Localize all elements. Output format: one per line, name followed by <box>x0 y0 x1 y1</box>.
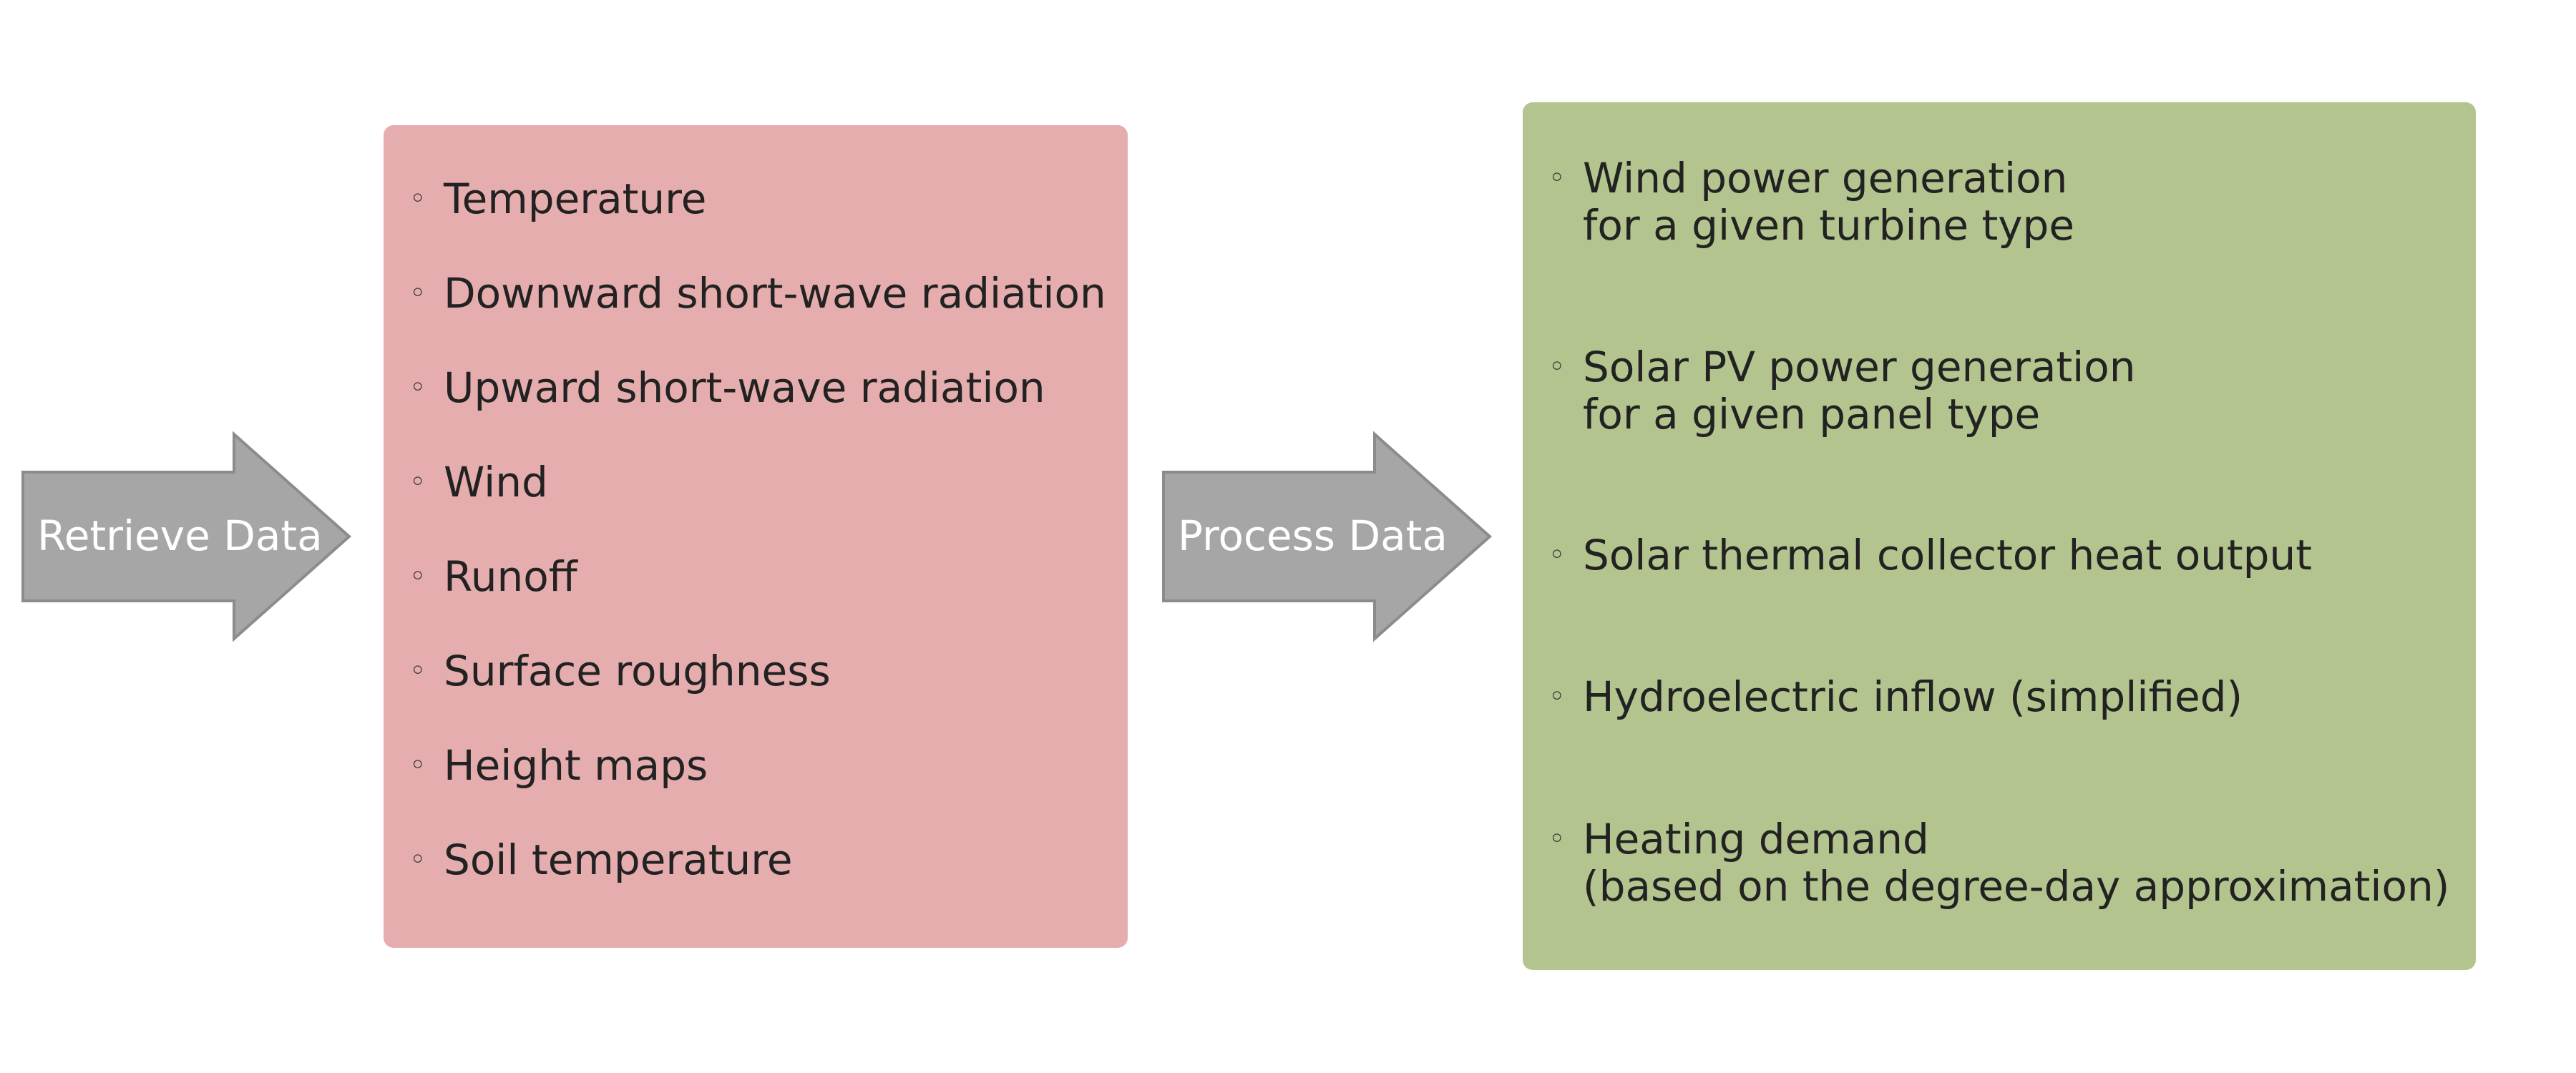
output-product-item: ◦ Solar thermal collector heat output <box>1548 531 2312 579</box>
input-variable-item-line: Surface roughness <box>444 647 831 695</box>
output-product-item-line: Heating demand <box>1583 815 1929 863</box>
input-variable-item: ◦ Temperature <box>409 175 706 222</box>
input-variable-item-line: Temperature <box>444 175 707 223</box>
output-product-item-line: Hydroelectric inflow (simplified) <box>1583 672 2243 721</box>
input-variable-item-text: Soil temperature <box>444 836 793 883</box>
bullet-icon: ◦ <box>1548 823 1566 856</box>
input-variable-item: ◦ Runoff <box>409 553 577 600</box>
retrieve-data-label: Retrieve Data <box>37 511 323 560</box>
output-product-item-line: Solar thermal collector heat output <box>1583 531 2312 579</box>
input-variable-item-line: Runoff <box>444 552 577 601</box>
process-data-label: Process Data <box>1178 511 1448 560</box>
output-product-item-text: Hydroelectric inflow (simplified) <box>1583 673 2243 720</box>
output-product-item-text: Solar thermal collector heat output <box>1583 531 2312 579</box>
output-product-item: ◦ Heating demand (based on the degree-day … <box>1548 815 2449 910</box>
input-variable-item-text: Height maps <box>444 742 708 789</box>
bullet-icon: ◦ <box>409 843 426 876</box>
input-variable-item-text: Surface roughness <box>444 647 831 695</box>
input-variable-item-line: Wind <box>444 458 548 506</box>
output-product-item-text: Wind power generation for a given turbine… <box>1583 155 2074 249</box>
output-product-item: ◦ Solar PV power generation for a given pa… <box>1548 343 2135 438</box>
output-product-item: ◦ Wind power generation for a given turbin… <box>1548 155 2074 249</box>
bullet-icon: ◦ <box>1548 162 1566 195</box>
retrieve-arrow-shape <box>21 431 352 642</box>
input-variable-item-line: Soil temperature <box>444 836 793 884</box>
bullet-icon: ◦ <box>409 749 426 782</box>
output-product-item-line: for a given panel type <box>1583 390 2041 438</box>
bullet-icon: ◦ <box>409 277 426 310</box>
input-variable-item: ◦ Height maps <box>409 742 708 789</box>
input-variable-item-line: Height maps <box>444 741 708 790</box>
input-variable-item: ◦ Downward short-wave radiation <box>409 270 1106 317</box>
input-variables-box: ◦ Temperature ◦ Downward short-wave radiati… <box>384 125 1128 948</box>
input-variable-item-text: Runoff <box>444 553 577 600</box>
input-variable-item: ◦ Wind <box>409 459 548 506</box>
input-variable-item-text: Wind <box>444 459 548 506</box>
bullet-icon: ◦ <box>409 371 426 404</box>
bullet-icon: ◦ <box>1548 680 1566 713</box>
input-variable-item-text: Downward short-wave radiation <box>444 270 1106 317</box>
bullet-icon: ◦ <box>1548 539 1566 572</box>
input-variable-item: ◦ Surface roughness <box>409 647 831 695</box>
bullet-icon: ◦ <box>409 466 426 499</box>
process-data-arrow: Process Data <box>1162 431 1493 642</box>
output-product-item-line: for a given turbine type <box>1583 201 2075 250</box>
output-product-item-line: Solar PV power generation <box>1583 343 2136 391</box>
output-product-item: ◦ Hydroelectric inflow (simplified) <box>1548 673 2243 720</box>
bullet-icon: ◦ <box>409 560 426 593</box>
input-variable-item-line: Upward short-wave radiation <box>444 363 1045 412</box>
input-variable-item: ◦ Soil temperature <box>409 836 793 883</box>
process-arrow-shape <box>1162 431 1493 642</box>
retrieve-data-arrow: Retrieve Data <box>21 431 352 642</box>
input-variable-item-text: Upward short-wave radiation <box>444 364 1045 411</box>
input-variable-item-text: Temperature <box>444 175 706 222</box>
bullet-icon: ◦ <box>409 182 426 215</box>
output-product-item-text: Heating demand (based on the degree-day a… <box>1583 815 2449 910</box>
input-variable-item: ◦ Upward short-wave radiation <box>409 364 1045 411</box>
output-product-item-line: (based on the degree-day approximation) <box>1583 862 2450 911</box>
output-product-item-line: Wind power generation <box>1583 154 2068 202</box>
bullet-icon: ◦ <box>409 655 426 687</box>
output-products-box: ◦ Wind power generation for a given turbin… <box>1523 102 2476 970</box>
bullet-icon: ◦ <box>1548 351 1566 383</box>
output-product-item-text: Solar PV power generation for a given pan… <box>1583 343 2135 438</box>
input-variable-item-line: Downward short-wave radiation <box>444 269 1106 318</box>
